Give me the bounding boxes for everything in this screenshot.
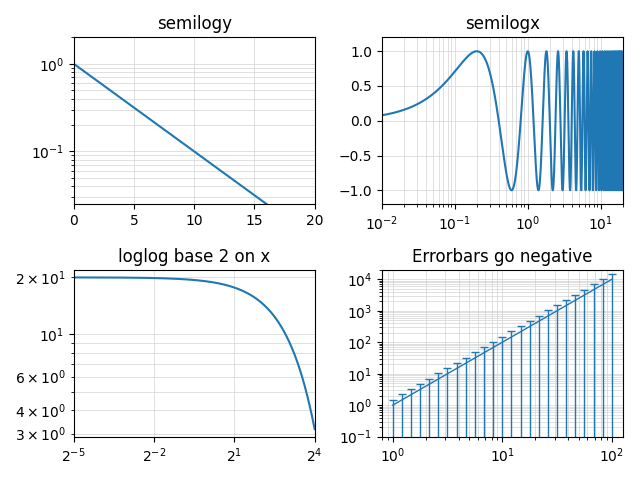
Title: semilogy: semilogy bbox=[157, 15, 232, 33]
Title: semilogx: semilogx bbox=[465, 15, 540, 33]
Title: Errorbars go negative: Errorbars go negative bbox=[412, 248, 593, 265]
Title: loglog base 2 on x: loglog base 2 on x bbox=[118, 248, 270, 265]
